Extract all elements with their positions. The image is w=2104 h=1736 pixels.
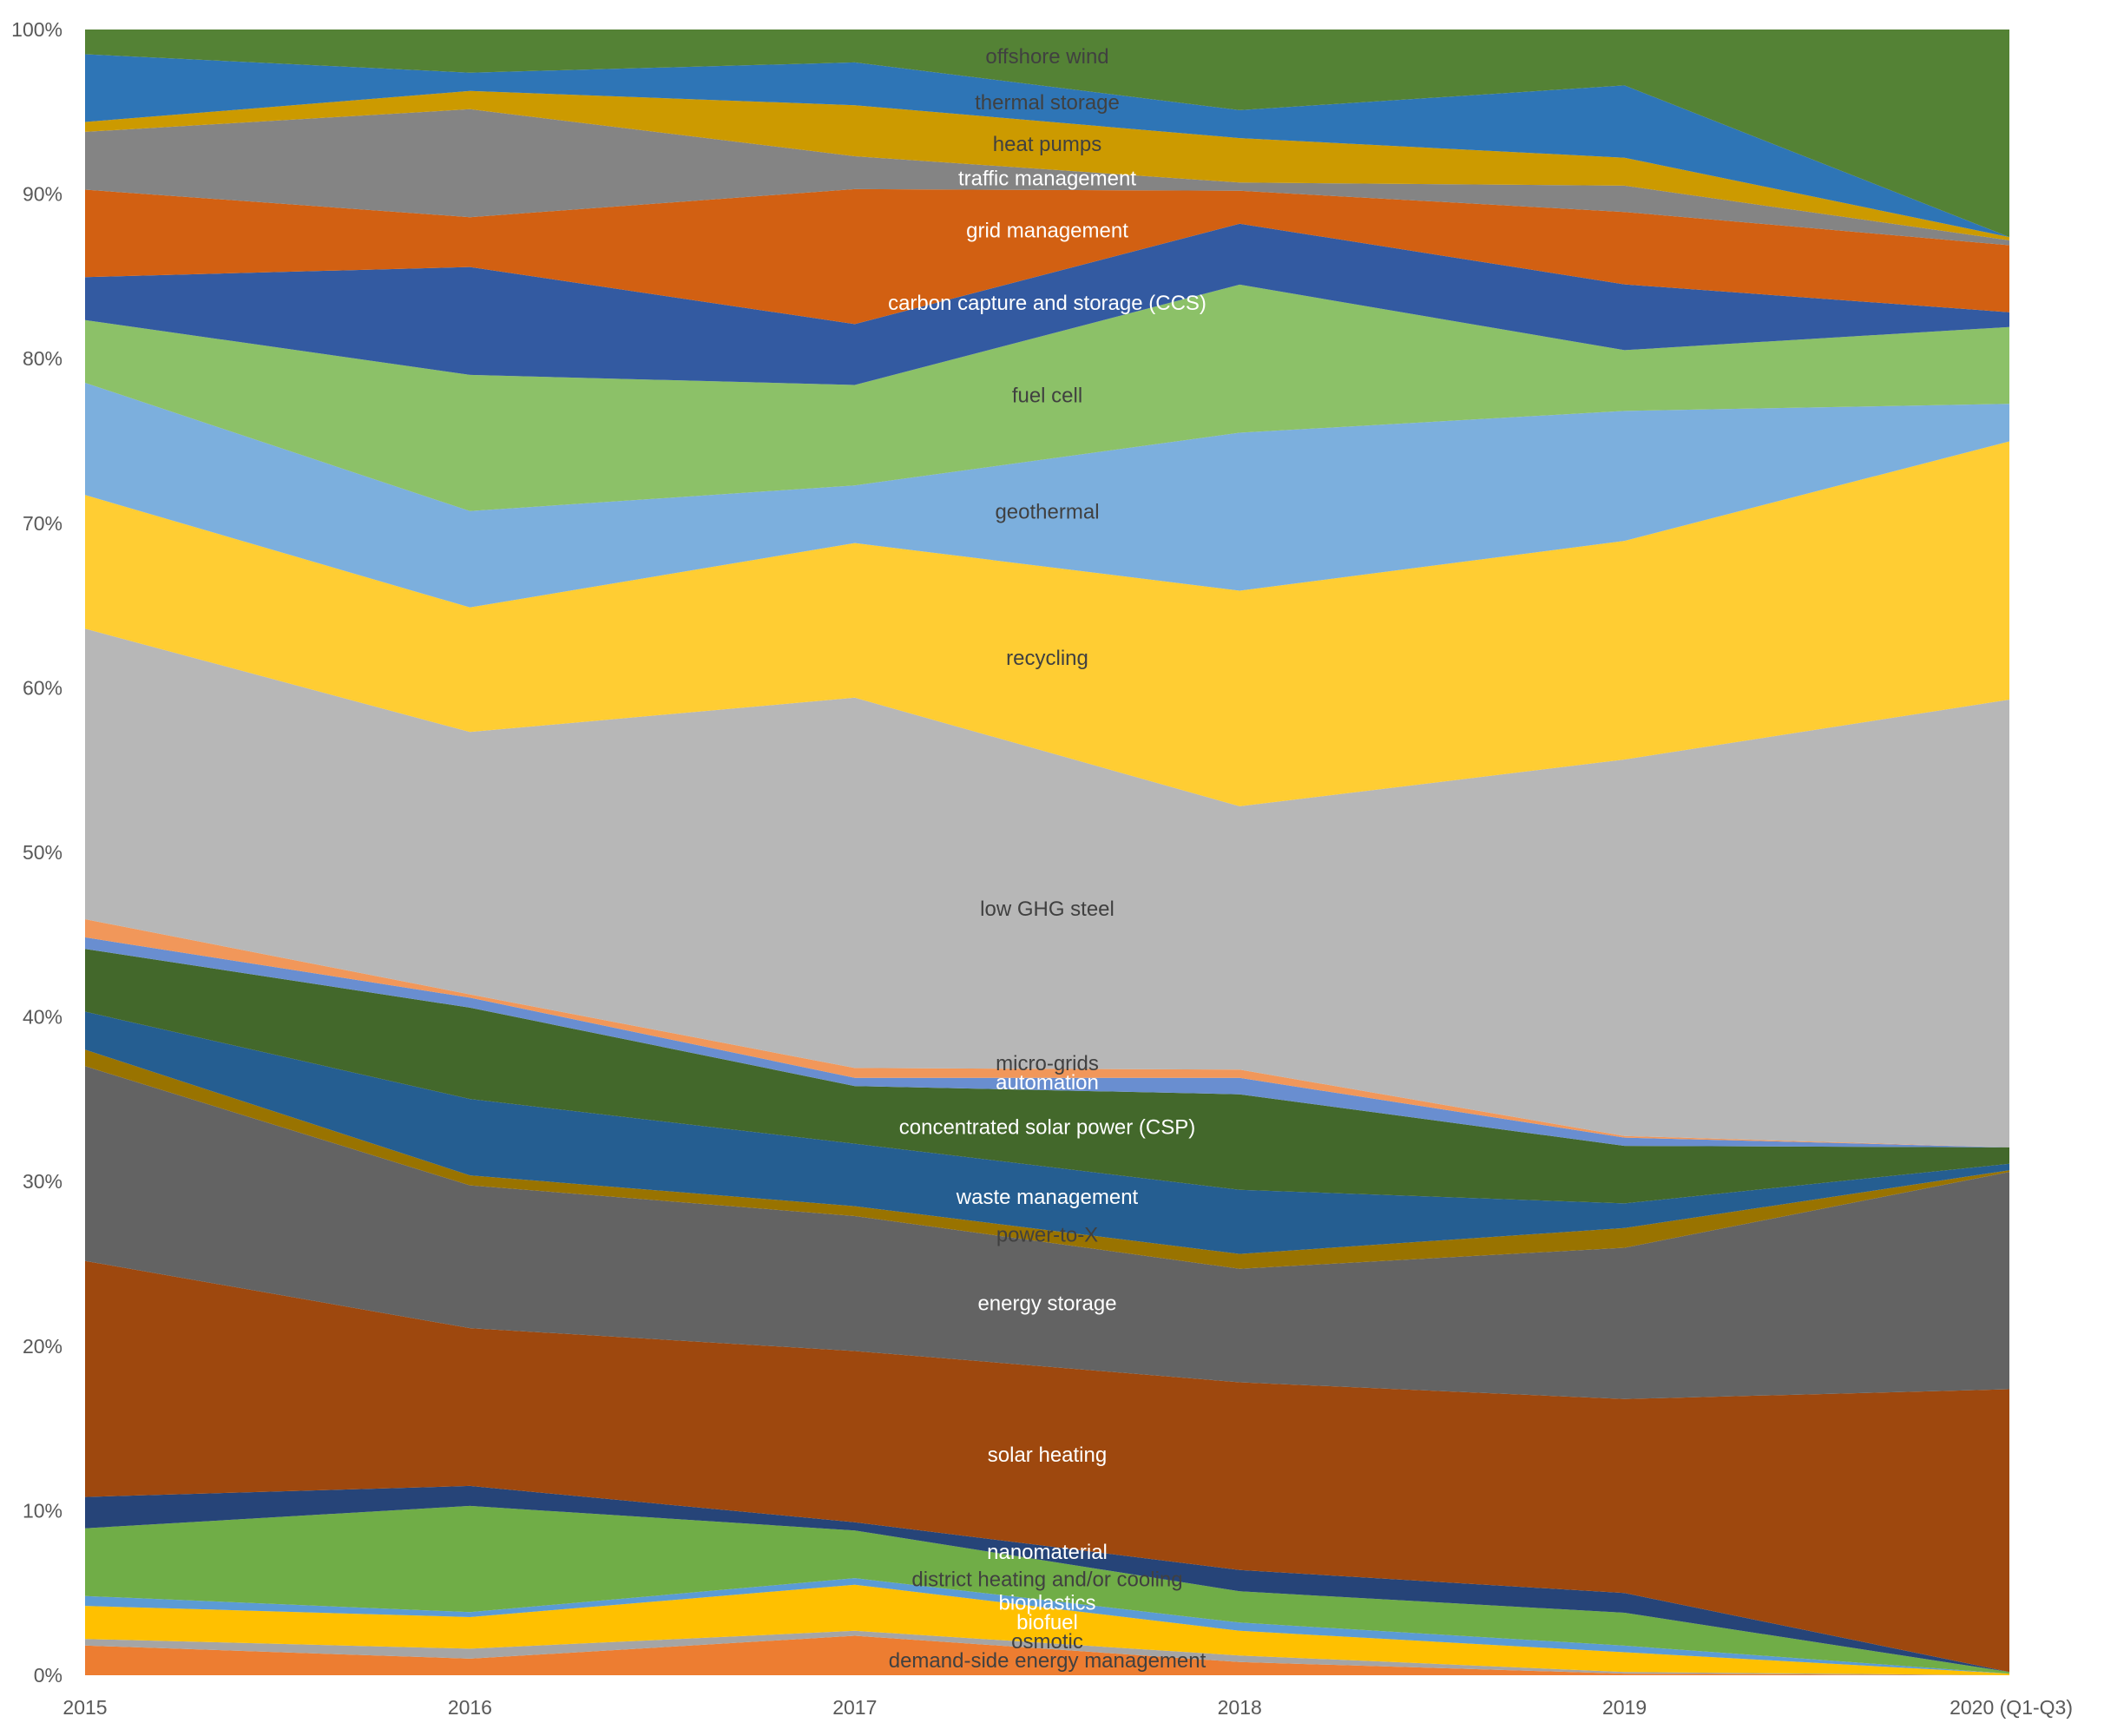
x-tick-label: 2018 [1218,1696,1262,1719]
y-tick-label: 40% [23,1006,62,1029]
series-label-concentrated-solar-power-csp: concentrated solar power (CSP) [899,1115,1195,1139]
series-label-demand-side-energy-management: demand-side energy management [889,1649,1207,1673]
area-recycling [85,441,2009,806]
area-carbon-capture-and-storage-ccs [85,223,2009,385]
area-geothermal [85,383,2009,608]
y-tick-label: 100% [11,18,62,41]
area-concentrated-solar-power-csp [85,949,2009,1204]
area-heat-pumps [85,90,2009,240]
y-tick-label: 80% [23,347,62,370]
x-tick-label: 2015 [62,1696,107,1719]
series-label-low-ghg-steel: low GHG steel [980,898,1114,921]
series-label-solar-heating: solar heating [988,1443,1107,1467]
area-series-group [85,30,2009,1675]
y-tick-label: 10% [23,1499,62,1522]
y-tick-label: 60% [23,676,62,699]
area-thermal-storage [85,54,2009,238]
series-label-recycling: recycling [1006,647,1088,670]
y-tick-label: 90% [23,183,62,206]
series-label-waste-management: waste management [956,1186,1139,1209]
area-demand-side-energy-management [85,1635,2009,1675]
area-nanomaterial [85,1485,2009,1673]
y-tick-label: 30% [23,1170,62,1193]
series-label-biofuel: biofuel [1016,1611,1078,1634]
area-energy-storage [85,1066,2009,1399]
y-axis-tick-labels: 0% 10% 20% 30% 40% 50% 60% 70% 80% 90% 100% [11,18,62,1687]
y-tick-label: 70% [23,512,62,535]
series-label-geothermal: geothermal [995,500,1099,523]
series-label-osmotic: osmotic [1011,1630,1083,1654]
series-label-automation: automation [996,1071,1099,1095]
y-tick-label: 0% [34,1664,62,1687]
series-label-traffic-management: traffic management [958,167,1136,190]
area-grid-management [85,188,2009,325]
area-district-heating-and-or-cooling [85,1505,2009,1674]
series-label-bioplastics: bioplastics [998,1591,1095,1614]
series-label-grid-management: grid management [966,220,1128,243]
series-label-thermal-storage: thermal storage [975,91,1120,115]
series-label-offshore-wind: offshore wind [985,45,1108,69]
area-traffic-management [85,108,2009,246]
area-osmotic [85,1630,2009,1675]
area-fuel-cell [85,284,2009,511]
series-label-carbon-capture-and-storage-ccs: carbon capture and storage (CCS) [888,292,1207,315]
y-tick-label: 50% [23,841,62,864]
x-tick-label: 2016 [448,1696,492,1719]
series-label-power-to-x: power-to-X [996,1224,1098,1247]
series-label-fuel-cell: fuel cell [1012,385,1082,408]
area-low-ghg-steel [85,628,2009,1147]
area-biofuel [85,1584,2009,1675]
series-label-district-heating-and-or-cooling: district heating and/or cooling [911,1568,1182,1591]
area-solar-heating [85,1260,2009,1673]
x-axis-tick-labels: 2015 2016 2017 2018 2019 2020 (Q1-Q3) [62,1696,2073,1719]
area-offshore-wind [85,30,2009,238]
series-labels: demand-side energy managementosmoticbiof… [888,45,1207,1673]
x-tick-label: 2020 (Q1-Q3) [1949,1696,2073,1719]
series-label-micro-grids: micro-grids [996,1052,1099,1075]
x-tick-label: 2019 [1602,1696,1647,1719]
series-label-heat-pumps: heat pumps [993,133,1101,156]
area-waste-management [85,1011,2009,1254]
y-tick-label: 20% [23,1335,62,1358]
series-label-energy-storage: energy storage [977,1292,1116,1315]
x-tick-label: 2017 [832,1696,877,1719]
series-label-nanomaterial: nanomaterial [987,1541,1108,1564]
